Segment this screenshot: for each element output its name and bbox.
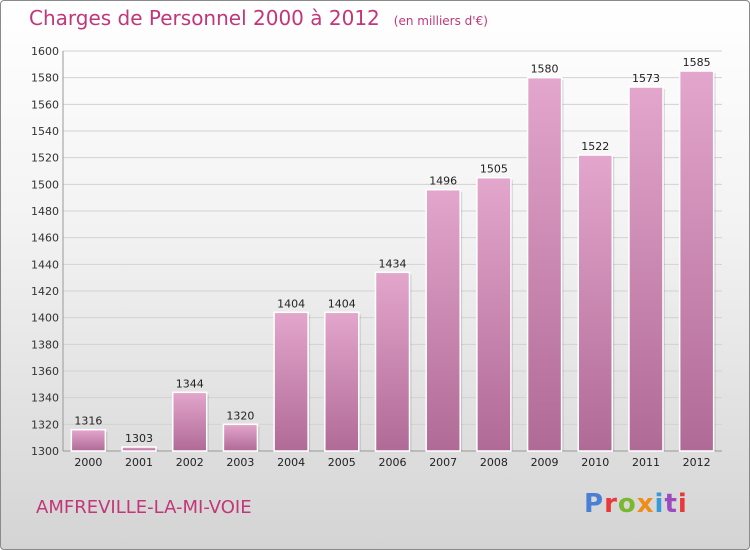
y-tick-label: 1440: [31, 258, 59, 271]
y-tick-label: 1400: [31, 312, 59, 325]
y-tick-label: 1600: [31, 45, 59, 58]
bar: [628, 86, 664, 452]
logo-letter: o: [617, 489, 637, 519]
logo-letter: i: [677, 489, 688, 519]
data-label: 1496: [429, 175, 457, 188]
bar: [171, 391, 208, 452]
y-tick-label: 1320: [31, 418, 59, 431]
x-tick-label: 2004: [277, 456, 305, 469]
x-tick-label: 2010: [581, 456, 609, 469]
bar: [324, 311, 360, 452]
bar: [425, 188, 461, 452]
logo-letter: P: [584, 489, 605, 519]
bar: [273, 311, 309, 452]
bar: [70, 428, 107, 452]
x-tick-label: 2003: [226, 456, 254, 469]
data-label: 1573: [632, 72, 660, 85]
x-tick-label: 2009: [531, 456, 559, 469]
bar: [526, 76, 563, 452]
x-tick-label: 2000: [74, 456, 102, 469]
data-labels: 1316 1303 1344 1320 1404 1404 1434 1496 1505 1580…: [74, 56, 710, 445]
proxiti-logo: Proxiti: [584, 489, 688, 519]
x-tick-label: 2005: [328, 456, 356, 469]
x-tick-label: 2012: [683, 456, 711, 469]
y-tick-label: 1540: [31, 125, 59, 138]
bars: [70, 70, 716, 452]
chart-title: Charges de Personnel 2000 à 2012 (en mill…: [29, 6, 488, 30]
x-tick-label: 2001: [125, 456, 153, 469]
y-tick-label: 1480: [31, 205, 59, 218]
bar: [678, 70, 715, 452]
data-label: 1303: [125, 432, 153, 445]
y-tick-label: 1340: [31, 392, 59, 405]
x-tick-label: 2008: [480, 456, 508, 469]
y-tick-label: 1500: [31, 178, 59, 191]
y-tick-label: 1460: [31, 232, 59, 245]
logo-letter: t: [664, 489, 678, 519]
x-tick-labels: 2000 2001 2002 2003 2004 2005 2006 2007 2008 2009…: [74, 456, 710, 469]
x-tick-label: 2011: [632, 456, 660, 469]
x-tick-label: 2007: [429, 456, 457, 469]
bar: [222, 423, 259, 452]
y-tick-label: 1580: [31, 72, 59, 85]
x-tick-label: 2006: [379, 456, 407, 469]
logo-letter: r: [604, 489, 618, 519]
data-label: 1344: [176, 377, 204, 390]
x-tick-label: 2002: [176, 456, 204, 469]
title-text: Charges de Personnel 2000 à 2012: [29, 6, 380, 30]
unit-label: (en milliers d'€): [393, 14, 488, 28]
y-tick-label: 1360: [31, 365, 59, 378]
logo-letter: i: [654, 489, 665, 519]
data-label: 1316: [74, 415, 102, 428]
y-tick-label: 1520: [31, 152, 59, 165]
y-tick-label: 1560: [31, 98, 59, 111]
data-label: 1320: [226, 409, 254, 422]
data-label: 1580: [531, 63, 559, 76]
city-name: AMFREVILLE-LA-MI-VOIE: [36, 497, 252, 518]
y-tick-labels: 1300 1320 1340 1360 1380 1400 1420 1440 1460 1480…: [31, 45, 59, 458]
logo-letter: x: [636, 489, 655, 519]
y-tick-label: 1420: [31, 285, 59, 298]
bar: [374, 271, 411, 452]
y-tick-label: 1380: [31, 338, 59, 351]
data-label: 1585: [683, 56, 711, 69]
data-label: 1505: [480, 163, 508, 176]
data-label: 1404: [328, 297, 356, 310]
bar: [577, 154, 614, 452]
data-label: 1404: [277, 297, 305, 310]
y-tick-label: 1300: [31, 445, 59, 458]
bar: [121, 446, 157, 452]
bar: [476, 176, 512, 452]
data-label: 1434: [379, 257, 407, 270]
data-label: 1522: [581, 140, 609, 153]
